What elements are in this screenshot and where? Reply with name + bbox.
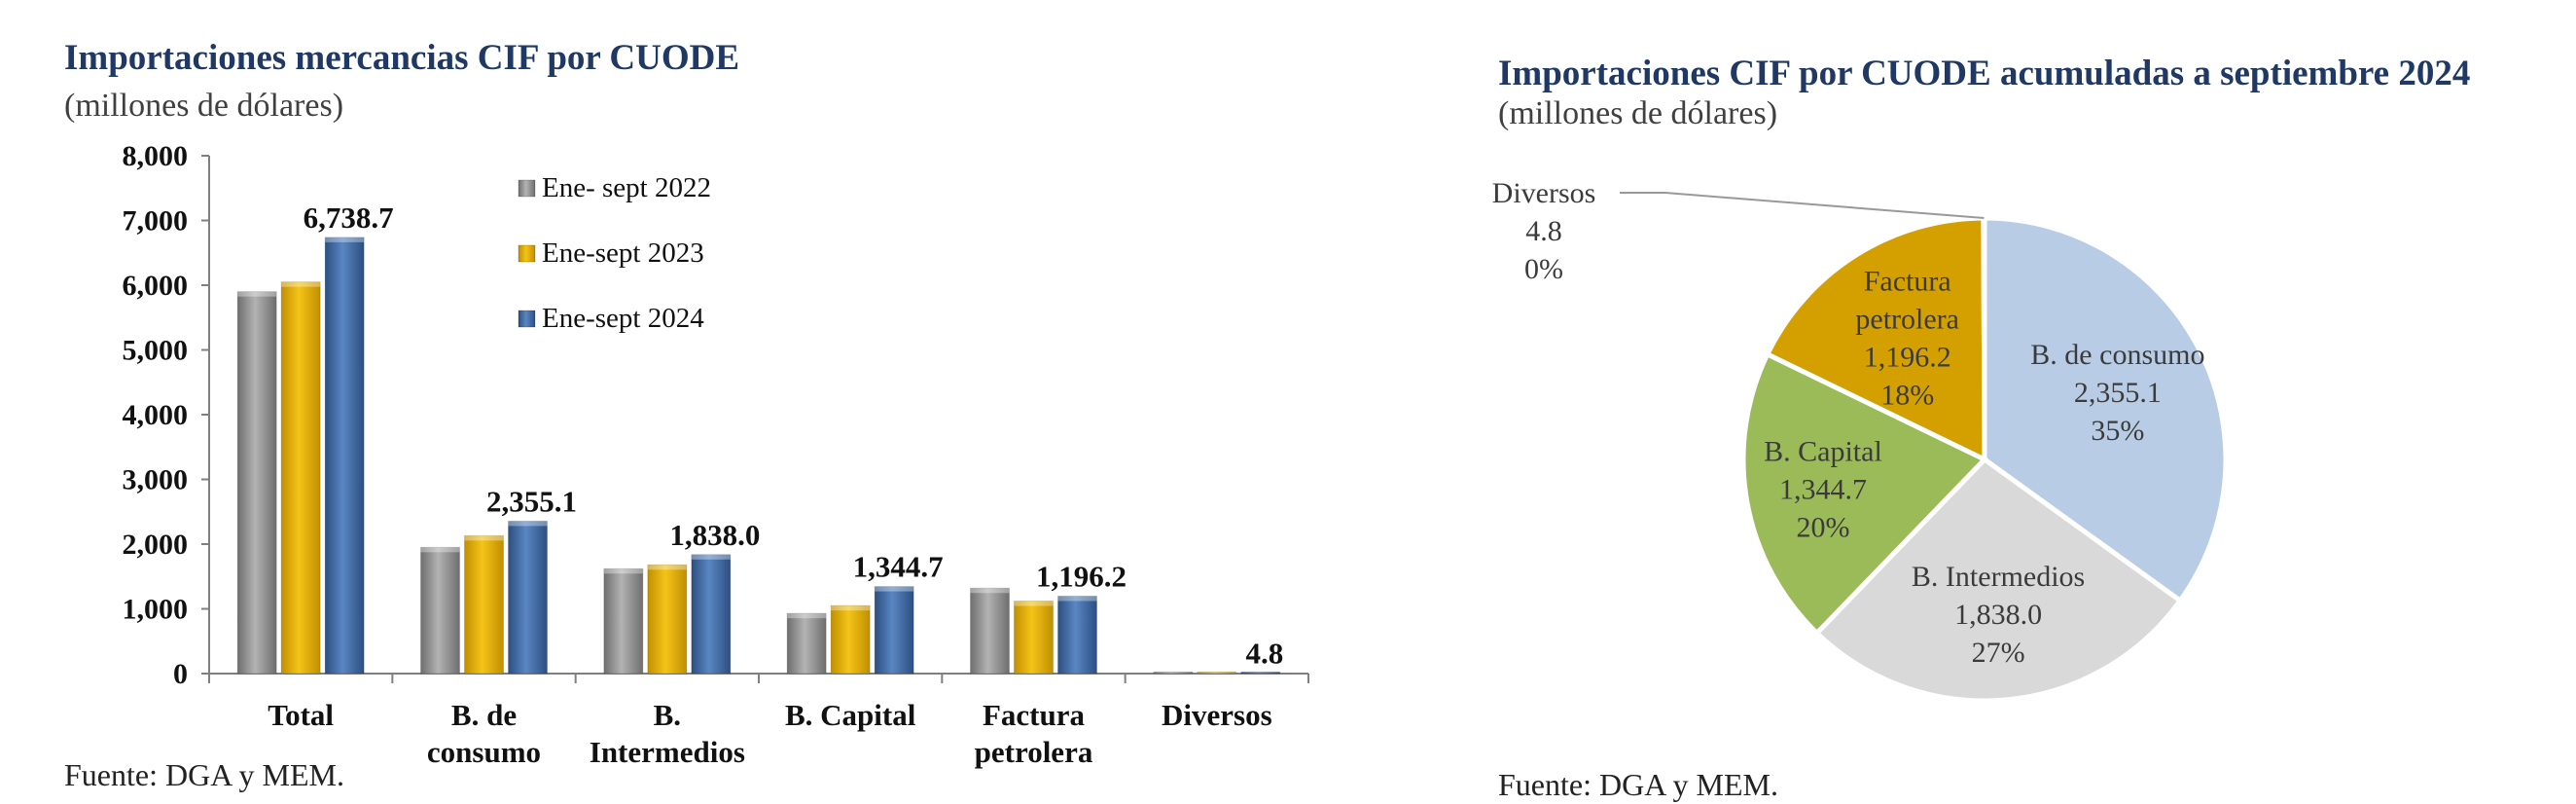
pie-chart-source: Fuente: DGA y MEM. <box>1498 767 1778 802</box>
bar-bevel <box>237 291 277 297</box>
bar <box>236 291 277 675</box>
category-label: petrolera <box>975 735 1093 769</box>
slice-label: Factura <box>1864 266 1951 298</box>
bar <box>647 564 688 675</box>
bar-bevel <box>281 281 321 287</box>
pie-chart-title: Importaciones CIF por CUODE acumuladas a… <box>1498 54 2471 93</box>
y-tick-label: 6,000 <box>123 270 189 302</box>
bar <box>786 612 827 675</box>
y-tick-label: 8,000 <box>123 140 189 172</box>
slice-label: 0% <box>1524 253 1563 285</box>
bar <box>1153 672 1194 675</box>
y-tick-label: 5,000 <box>123 335 189 367</box>
y-tick-label: 2,000 <box>123 529 189 561</box>
bar <box>830 604 871 675</box>
bar-bevel <box>1014 601 1054 606</box>
pie-slice <box>1813 456 2184 704</box>
pie-chart: B. de consumo 2,355.1 35% B. Intermedios 1,8… <box>1492 177 2229 704</box>
bar <box>603 567 644 675</box>
bar-bevel <box>420 547 460 553</box>
data-label: 6,738.7 <box>304 201 394 235</box>
category-label: B. de <box>451 698 517 732</box>
legend-label: Ene- sept 2022 <box>542 172 711 203</box>
bar <box>1014 601 1054 675</box>
slice-label: 1,344.7 <box>1779 474 1867 506</box>
bar-bevel <box>970 588 1010 594</box>
bar-bevel <box>1057 596 1097 602</box>
slice-label: 2,355.1 <box>2074 377 2162 409</box>
data-label: 1,344.7 <box>853 550 944 584</box>
pie-slice <box>1740 350 1989 637</box>
slice-label: B. Intermedios <box>1912 561 2085 593</box>
slice-label: 35% <box>2091 415 2144 447</box>
y-tick-label: 0 <box>173 658 188 690</box>
bar <box>1057 595 1097 675</box>
category-label: consumo <box>427 735 541 769</box>
leader-line <box>1620 192 1985 219</box>
slice-label: 1,196.2 <box>1864 342 1951 374</box>
legend-swatch <box>518 244 536 263</box>
bar <box>691 554 732 675</box>
bar-chart-subtitle: (millones de dólares) <box>64 88 344 124</box>
pie-chart-subtitle: (millones de dólares) <box>1498 95 1778 131</box>
category-label: B. Capital <box>785 698 916 732</box>
slice-label: 20% <box>1796 512 1849 544</box>
y-tick-label: 4,000 <box>123 399 189 431</box>
slice-label: B. Capital <box>1764 436 1882 468</box>
bar <box>874 586 914 675</box>
pie-slice <box>1981 215 1987 460</box>
bar-chart-panel: Importaciones mercancias CIF por CUODE (… <box>64 38 1309 792</box>
bar <box>420 546 460 675</box>
y-tick-label: 3,000 <box>123 464 189 496</box>
bar <box>970 587 1010 675</box>
category-label: Diversos <box>1162 698 1272 732</box>
legend-swatch <box>518 310 536 328</box>
bar-bevel <box>647 565 687 570</box>
bar-bevel <box>787 613 827 619</box>
bar-chart-source: Fuente: DGA y MEM. <box>64 757 344 792</box>
slice-label: Diversos <box>1492 177 1596 209</box>
bar <box>508 520 548 675</box>
category-label: Total <box>268 698 334 732</box>
slice-label: B. de consumo <box>2030 339 2204 371</box>
pie-slice <box>1982 215 2229 604</box>
y-tick-label: 1,000 <box>123 594 189 626</box>
legend-label: Ene-sept 2024 <box>542 303 704 334</box>
bar <box>1197 672 1237 675</box>
bar-bevel <box>603 568 643 574</box>
bar-bevel <box>325 237 365 242</box>
bar-bevel <box>691 554 731 560</box>
bar-bevel <box>831 605 871 611</box>
slice-label: petrolera <box>1855 304 1959 336</box>
bar-bevel <box>464 535 504 541</box>
category-label: Factura <box>983 698 1086 732</box>
slice-label: 18% <box>1880 380 1934 412</box>
data-label: 1,838.0 <box>669 518 760 552</box>
data-label: 1,196.2 <box>1036 559 1127 593</box>
slice-label: 4.8 <box>1525 215 1562 247</box>
pie-chart-panel: Importaciones CIF por CUODE acumuladas a… <box>1459 0 2576 804</box>
data-label: 4.8 <box>1245 637 1283 671</box>
category-label: Intermedios <box>590 735 745 769</box>
data-label: 2,355.1 <box>486 484 577 518</box>
bar <box>464 534 504 675</box>
bar-chart: 0 1,000 2,000 3,000 4,000 5,000 6,000 7,000 8,00… <box>123 140 1309 769</box>
bar <box>1240 672 1281 675</box>
bar-bevel <box>508 521 548 527</box>
category-label: B. <box>654 698 681 732</box>
legend-swatch <box>518 179 536 198</box>
slice-label: 27% <box>1972 637 2025 669</box>
bar <box>280 281 321 675</box>
bar-bevel <box>875 586 914 592</box>
bar-chart-title: Importaciones mercancias CIF por CUODE <box>64 38 740 78</box>
bar <box>324 237 365 675</box>
y-tick-label: 7,000 <box>123 205 189 238</box>
slice-label: 1,838.0 <box>1954 599 2042 631</box>
legend-label: Ene-sept 2023 <box>542 238 704 269</box>
pie-slice <box>1764 215 1987 463</box>
